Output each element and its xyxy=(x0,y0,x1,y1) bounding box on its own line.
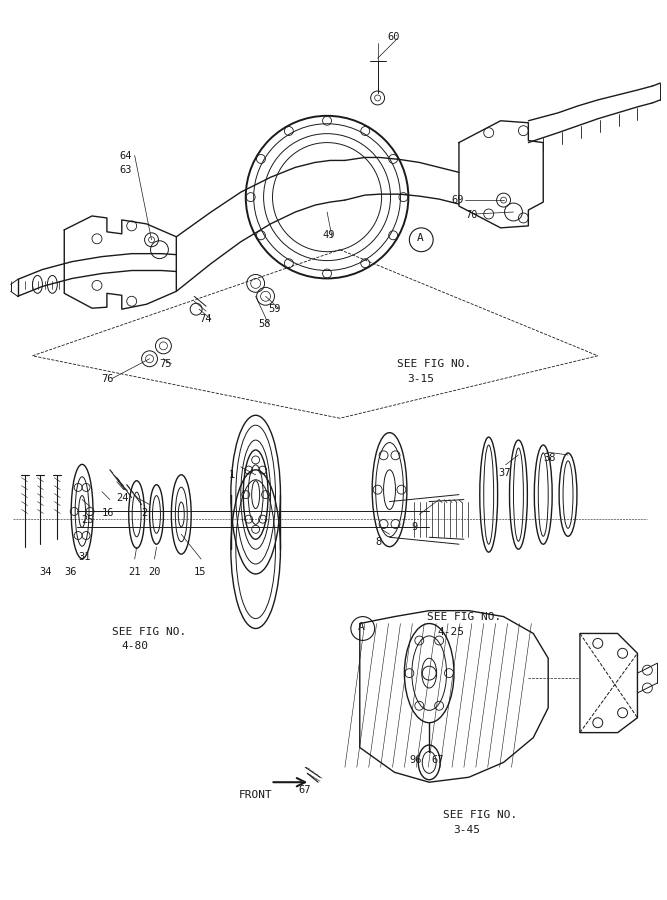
Text: 9: 9 xyxy=(412,522,418,533)
Text: 1: 1 xyxy=(229,470,235,480)
Text: 69: 69 xyxy=(451,195,464,205)
Text: 4-80: 4-80 xyxy=(122,642,149,652)
Text: 74: 74 xyxy=(199,314,211,324)
Text: 24: 24 xyxy=(116,492,128,502)
Text: 8: 8 xyxy=(376,537,382,547)
Text: 3-45: 3-45 xyxy=(453,825,480,835)
Text: 63: 63 xyxy=(120,166,132,176)
Text: 31: 31 xyxy=(78,552,91,562)
Text: 20: 20 xyxy=(149,567,161,577)
Text: 34: 34 xyxy=(39,567,52,577)
Polygon shape xyxy=(580,634,638,733)
Text: A: A xyxy=(416,233,423,243)
Text: 76: 76 xyxy=(101,374,113,383)
Text: SEE FIG NO.: SEE FIG NO. xyxy=(427,612,502,622)
Text: 59: 59 xyxy=(269,304,281,314)
Text: A: A xyxy=(358,622,365,632)
Text: 21: 21 xyxy=(129,567,141,577)
Text: 75: 75 xyxy=(159,359,172,369)
Text: 96: 96 xyxy=(410,755,422,765)
Text: 36: 36 xyxy=(64,567,77,577)
Text: 37: 37 xyxy=(499,468,511,478)
Text: SEE FIG NO.: SEE FIG NO. xyxy=(112,626,186,636)
Text: 64: 64 xyxy=(120,150,132,160)
Text: 67: 67 xyxy=(431,755,444,765)
Text: 25: 25 xyxy=(81,516,93,526)
Text: 67: 67 xyxy=(298,785,311,796)
Text: 4-25: 4-25 xyxy=(437,626,464,636)
Polygon shape xyxy=(360,611,548,782)
Text: 49: 49 xyxy=(322,230,335,239)
Text: FRONT: FRONT xyxy=(239,790,273,800)
Text: 16: 16 xyxy=(102,508,115,518)
Text: SEE FIG NO.: SEE FIG NO. xyxy=(398,359,472,369)
Text: 58: 58 xyxy=(259,320,271,329)
Text: 3-15: 3-15 xyxy=(408,374,434,383)
Text: 15: 15 xyxy=(194,567,207,577)
Text: 2: 2 xyxy=(141,508,148,518)
Text: 38: 38 xyxy=(543,453,556,463)
Text: 60: 60 xyxy=(388,32,400,41)
Text: 70: 70 xyxy=(465,210,478,220)
Text: SEE FIG NO.: SEE FIG NO. xyxy=(443,810,518,820)
